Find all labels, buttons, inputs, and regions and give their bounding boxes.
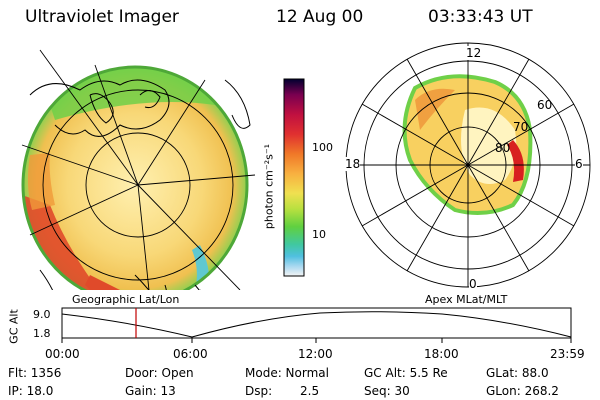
status-seq: Seq: 30: [364, 384, 410, 398]
status-flt: Flt: 1356: [8, 366, 62, 380]
xtick-1200: 12:00: [298, 347, 333, 361]
apex-panel-label: Apex MLat/MLT: [425, 293, 508, 306]
geographic-map: [21, 49, 256, 290]
status-glat: GLat: 88.0: [486, 366, 549, 380]
xtick-0600: 06:00: [173, 347, 208, 361]
time-label: 03:33:43 UT: [428, 7, 533, 27]
colorbar-tick-100: 100: [312, 141, 333, 154]
apex-oval: [402, 74, 533, 216]
mlt-label-6: 6: [575, 157, 583, 171]
mlt-label-0: 0: [469, 277, 477, 291]
mlt-label-18: 18: [345, 157, 361, 171]
geo-panel-label: Geographic Lat/Lon: [72, 293, 180, 306]
status-gc-alt: GC Alt: 5.5 Re: [364, 366, 448, 380]
xtick-2359: 23:59: [550, 347, 585, 361]
mlat-label-70: 70: [513, 120, 529, 134]
altitude-ylabel: GC Alt: [7, 309, 21, 344]
mlat-label-60: 60: [537, 98, 553, 112]
date-label: 12 Aug 00: [276, 7, 364, 27]
status-glon: GLon: 268.2: [486, 384, 559, 398]
status-ip: IP: 18.0: [8, 384, 54, 398]
altitude-ytick-low: 1.8: [33, 327, 51, 340]
altitude-curve: [61, 311, 572, 338]
geo-coastlines: [29, 79, 251, 290]
status-dsp-value: 2.5: [300, 384, 320, 398]
xtick-1800: 18:00: [424, 347, 459, 361]
altitude-xticks: [61, 338, 572, 343]
apex-grid: [345, 42, 591, 288]
mlt-label-12: 12: [466, 46, 482, 60]
status-door: Door: Open: [125, 366, 194, 380]
instrument-title: Ultraviolet Imager: [25, 7, 179, 27]
status-mode: Mode: Normal: [245, 366, 329, 380]
colorbar-tick-10: 10: [312, 228, 326, 241]
colorbar: [283, 78, 305, 277]
altitude-frame: [61, 307, 572, 339]
altitude-plot: [61, 307, 572, 343]
mlat-label-80: 80: [495, 141, 511, 155]
apex-polar-plot: [345, 42, 591, 288]
xtick-0000: 00:00: [45, 347, 80, 361]
status-dsp-label: Dsp:: [245, 384, 273, 398]
colorbar-unit-label: photon cm⁻²s⁻¹: [262, 143, 276, 230]
geo-grid: [21, 49, 256, 290]
status-gain: Gain: 13: [125, 384, 176, 398]
colorbar-gradient: [283, 78, 305, 277]
altitude-ytick-high: 9.0: [33, 308, 51, 321]
